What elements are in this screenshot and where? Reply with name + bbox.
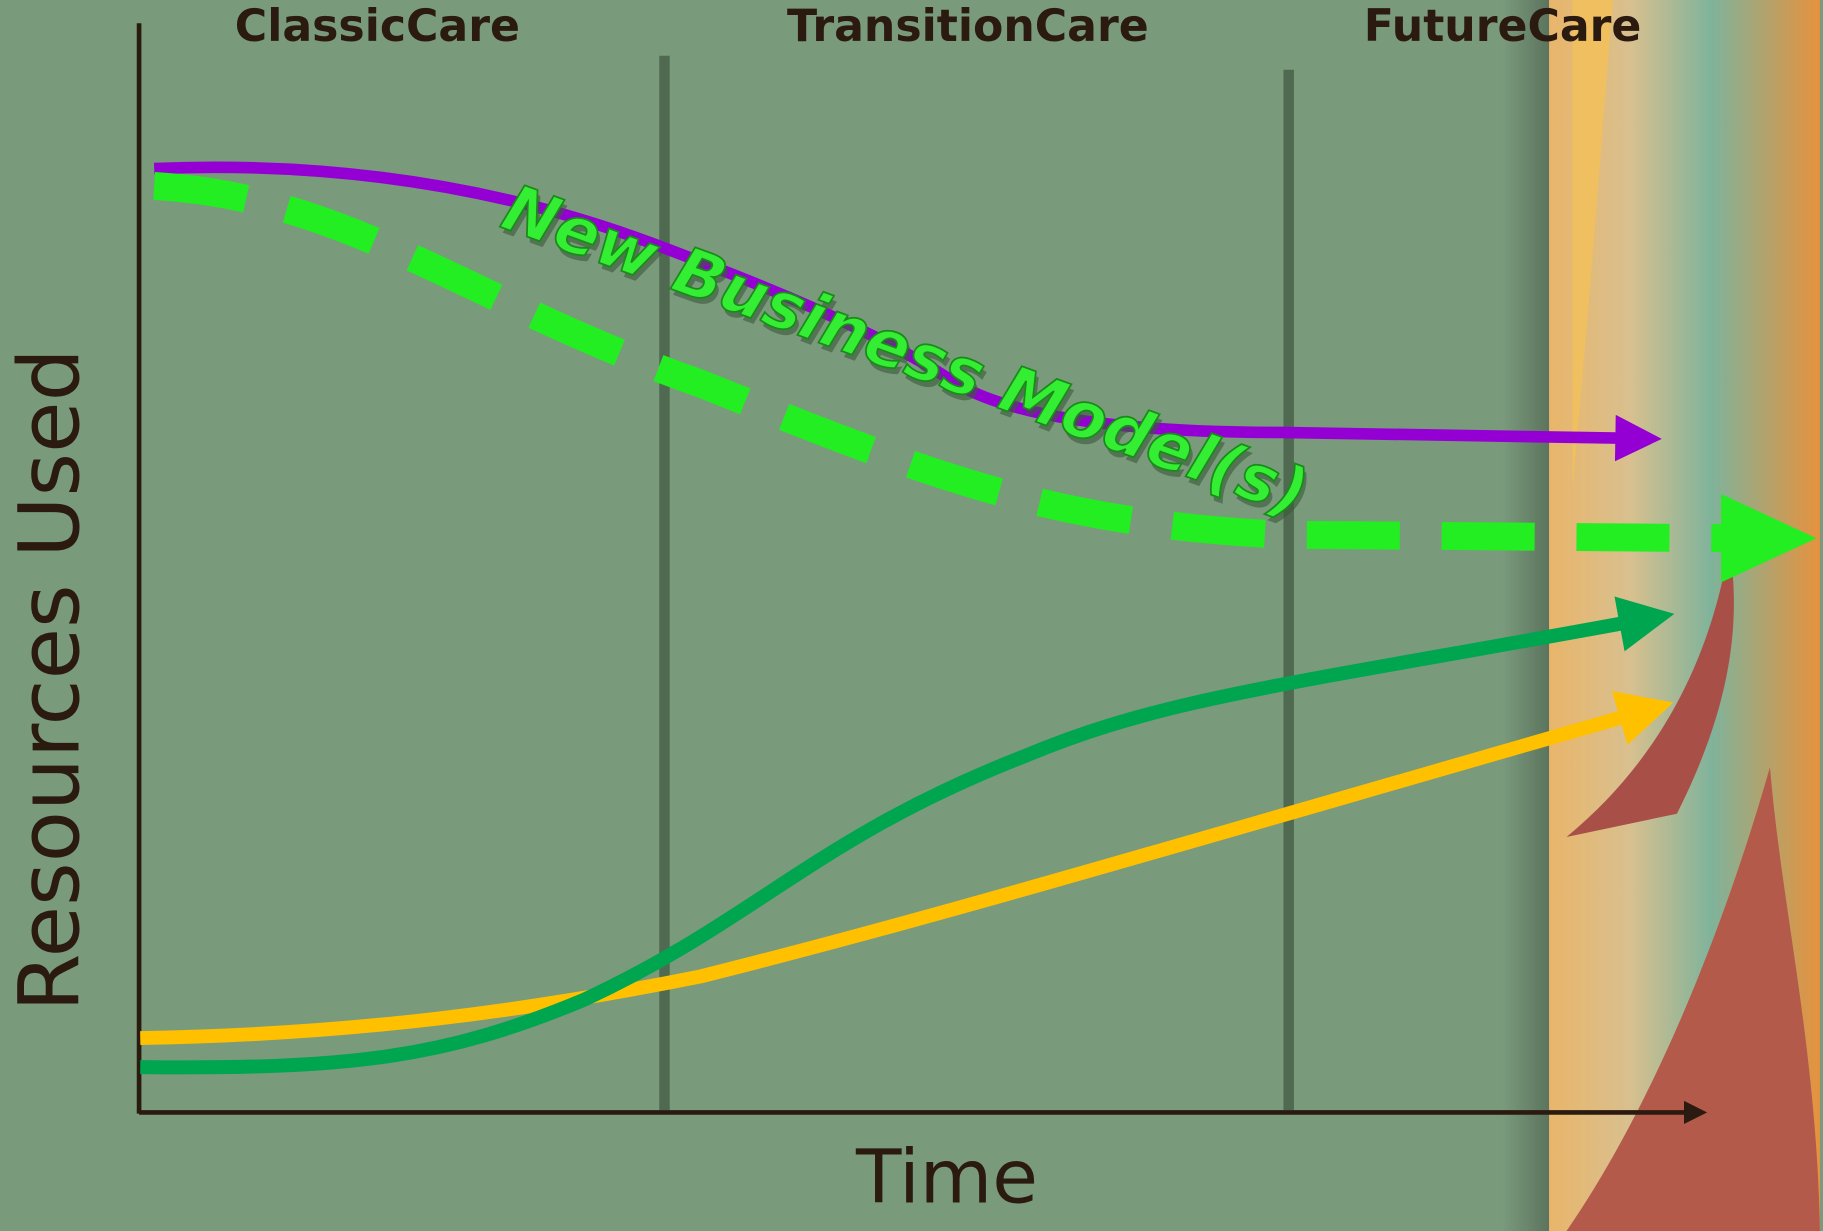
phase-label: TransitionCare <box>787 1 1149 52</box>
arrowhead <box>1721 494 1817 583</box>
y-axis-label: Resources Used <box>0 348 98 1011</box>
phase-label: ClassicCare <box>235 1 520 52</box>
phase-label: FutureCare <box>1364 1 1642 52</box>
curve <box>140 596 1675 1075</box>
shadow <box>1502 0 1550 1231</box>
curve <box>153 161 1662 462</box>
x-axis-label: Time <box>855 1134 1038 1221</box>
decor-shape <box>1572 0 1614 489</box>
decor-shape <box>1566 546 1734 837</box>
dashed-curve <box>153 172 1724 553</box>
decor-shape <box>1566 767 1820 1231</box>
curve <box>140 691 1674 1046</box>
